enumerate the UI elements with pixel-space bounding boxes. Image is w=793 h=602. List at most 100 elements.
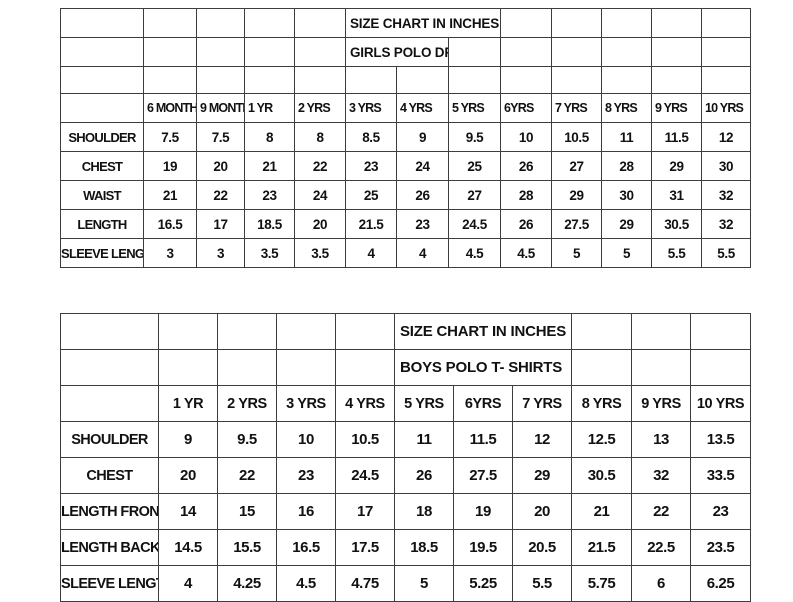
measure-cell: 11 bbox=[601, 122, 653, 152]
measure-cell: 29 bbox=[551, 180, 603, 210]
size-header: 3 YRS bbox=[276, 385, 336, 422]
measure-cell: 10 bbox=[500, 122, 553, 152]
table-row: LENGTH FRONT 14 15 16 17 18 19 20 21 22 … bbox=[60, 493, 752, 530]
empty-cell bbox=[294, 37, 346, 67]
empty-cell bbox=[294, 66, 346, 94]
size-header: 9 MONTHS bbox=[196, 93, 245, 123]
empty-cell bbox=[690, 313, 752, 350]
table-row: LENGTH BACK 14.5 15.5 16.5 17.5 18.5 19.… bbox=[60, 529, 752, 566]
empty-cell bbox=[601, 8, 653, 38]
size-header: 6YRS bbox=[500, 93, 553, 123]
measure-cell: 6.25 bbox=[690, 565, 752, 602]
measure-cell: 11.5 bbox=[453, 421, 513, 458]
measure-cell: 19 bbox=[453, 493, 513, 530]
measure-cell: 6 bbox=[631, 565, 692, 602]
measure-cell: 29 bbox=[651, 151, 703, 181]
empty-cell bbox=[601, 37, 653, 67]
chart-title: SIZE CHART IN INCHES bbox=[344, 8, 502, 38]
empty-cell bbox=[571, 313, 633, 350]
row-label: SLEEVE LENGTH bbox=[60, 565, 159, 602]
measure-cell: 24.5 bbox=[335, 457, 395, 494]
measure-cell: 23 bbox=[276, 457, 336, 494]
measure-cell: 5.25 bbox=[453, 565, 513, 602]
empty-cell bbox=[701, 66, 752, 94]
measure-cell: 9.5 bbox=[447, 122, 502, 152]
measure-cell: 21 bbox=[244, 151, 295, 181]
measure-cell: 4.75 bbox=[335, 565, 395, 602]
measure-cell: 30.5 bbox=[571, 457, 633, 494]
boys-polo-tshirts-table: SIZE CHART IN INCHES BOYS POLO T- SHIRTS… bbox=[60, 313, 752, 602]
empty-cell bbox=[294, 8, 346, 38]
empty-cell bbox=[701, 37, 752, 67]
measure-cell: 5.5 bbox=[701, 238, 752, 268]
empty-cell bbox=[60, 313, 159, 350]
chart-subtitle: GIRLS POLO DRESS bbox=[345, 37, 449, 67]
size-header: 3 YRS bbox=[345, 93, 397, 123]
measure-cell: 3 bbox=[196, 238, 245, 268]
size-header: 7 YRS bbox=[511, 385, 573, 422]
measure-cell: 33.5 bbox=[690, 457, 752, 494]
size-header: 1 YR bbox=[158, 385, 218, 422]
measure-cell: 10.5 bbox=[335, 421, 395, 458]
measure-cell: 14.5 bbox=[158, 529, 218, 566]
empty-cell bbox=[601, 66, 653, 94]
measure-cell: 18.5 bbox=[394, 529, 454, 566]
measure-cell: 14 bbox=[158, 493, 218, 530]
empty-cell bbox=[447, 66, 502, 94]
measure-cell: 28 bbox=[601, 151, 653, 181]
size-header: 9 YRS bbox=[651, 93, 703, 123]
table-row: SHOULDER 9 9.5 10 10.5 11 11.5 12 12.5 1… bbox=[60, 421, 752, 458]
measure-cell: 20 bbox=[158, 457, 218, 494]
empty-cell bbox=[196, 8, 245, 38]
measure-cell: 30 bbox=[701, 151, 752, 181]
empty-cell bbox=[276, 349, 336, 386]
empty-cell bbox=[500, 66, 553, 94]
empty-cell bbox=[571, 349, 633, 386]
size-header: 2 YRS bbox=[294, 93, 346, 123]
measure-cell: 31 bbox=[651, 180, 703, 210]
measure-cell: 4 bbox=[345, 238, 397, 268]
measure-cell: 4.5 bbox=[447, 238, 502, 268]
measure-cell: 21.5 bbox=[571, 529, 633, 566]
measure-cell: 11.5 bbox=[651, 122, 703, 152]
measure-cell: 13 bbox=[631, 421, 692, 458]
measure-cell: 27 bbox=[551, 151, 603, 181]
measure-cell: 5 bbox=[601, 238, 653, 268]
title-row: SIZE CHART IN INCHES bbox=[60, 8, 752, 38]
row-label: LENGTH FRONT bbox=[60, 493, 159, 530]
measure-cell: 19 bbox=[143, 151, 197, 181]
row-label: CHEST bbox=[60, 151, 144, 181]
empty-cell bbox=[143, 37, 197, 67]
measure-cell: 3.5 bbox=[244, 238, 295, 268]
measure-cell: 7.5 bbox=[143, 122, 197, 152]
measure-cell: 21 bbox=[571, 493, 633, 530]
empty-cell bbox=[143, 8, 197, 38]
measure-cell: 16 bbox=[276, 493, 336, 530]
measure-cell: 5.5 bbox=[511, 565, 573, 602]
measure-cell: 23 bbox=[345, 151, 397, 181]
row-label: CHEST bbox=[60, 457, 159, 494]
corner-cell bbox=[60, 385, 159, 422]
measure-cell: 21 bbox=[143, 180, 197, 210]
measure-cell: 5 bbox=[394, 565, 454, 602]
empty-cell bbox=[196, 66, 245, 94]
empty-cell bbox=[244, 8, 295, 38]
measure-cell: 32 bbox=[701, 209, 752, 239]
empty-cell bbox=[143, 66, 197, 94]
measure-cell: 12.5 bbox=[571, 421, 633, 458]
empty-cell bbox=[500, 8, 553, 38]
measure-cell: 26 bbox=[500, 151, 553, 181]
measure-cell: 15.5 bbox=[217, 529, 277, 566]
measure-cell: 22 bbox=[217, 457, 277, 494]
empty-cell bbox=[651, 37, 703, 67]
measure-cell: 27.5 bbox=[453, 457, 513, 494]
measure-cell: 32 bbox=[631, 457, 692, 494]
size-header: 10 YRS bbox=[690, 385, 752, 422]
measure-cell: 9 bbox=[158, 421, 218, 458]
blank-row bbox=[60, 66, 752, 94]
row-label: SHOULDER bbox=[60, 421, 159, 458]
empty-cell bbox=[631, 349, 692, 386]
measure-cell: 24.5 bbox=[447, 209, 502, 239]
measure-cell: 28 bbox=[500, 180, 553, 210]
